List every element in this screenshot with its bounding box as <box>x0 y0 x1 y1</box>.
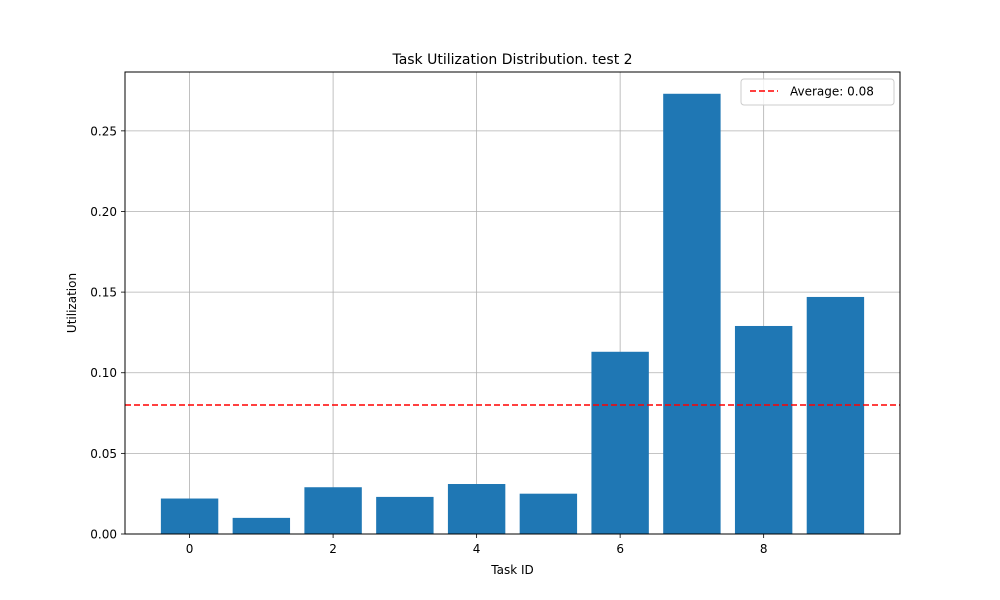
legend: Average: 0.08 <box>740 78 895 106</box>
bar-task-7 <box>663 93 721 535</box>
y-tick-label: 0.00 <box>90 528 117 542</box>
axis-ticks: 0 2 4 6 8 0.00 0.05 0.10 0.15 0.20 0.25 <box>90 124 767 556</box>
bar-task-3 <box>376 496 434 534</box>
bar-task-0 <box>160 498 219 534</box>
bar-task-6 <box>591 351 649 534</box>
x-tick-label: 0 <box>186 542 194 556</box>
bar-task-9 <box>806 296 865 534</box>
y-tick-label: 0.25 <box>90 124 117 138</box>
y-tick-label: 0.15 <box>90 286 117 300</box>
x-tick-label: 2 <box>329 542 337 556</box>
y-tick-label: 0.10 <box>90 366 117 380</box>
bar-task-8 <box>734 325 793 534</box>
bar-task-5 <box>519 493 578 534</box>
legend-average-label: Average: 0.08 <box>790 85 874 99</box>
y-axis-label: Utilization <box>65 273 79 333</box>
chart-title: Task Utilization Distribution. test 2 <box>391 52 632 68</box>
y-tick-label: 0.20 <box>90 205 117 219</box>
bar-task-2 <box>304 487 362 534</box>
bar-task-4 <box>447 484 506 534</box>
x-tick-label: 8 <box>760 542 768 556</box>
plot-frame <box>124 71 901 535</box>
x-tick-label: 6 <box>616 542 624 556</box>
bars <box>160 93 865 535</box>
x-axis-label: Task ID <box>490 563 534 577</box>
legend-box <box>740 78 895 106</box>
bar-task-1 <box>232 517 291 534</box>
x-tick-label: 4 <box>473 542 481 556</box>
y-tick-label: 0.05 <box>90 447 117 461</box>
